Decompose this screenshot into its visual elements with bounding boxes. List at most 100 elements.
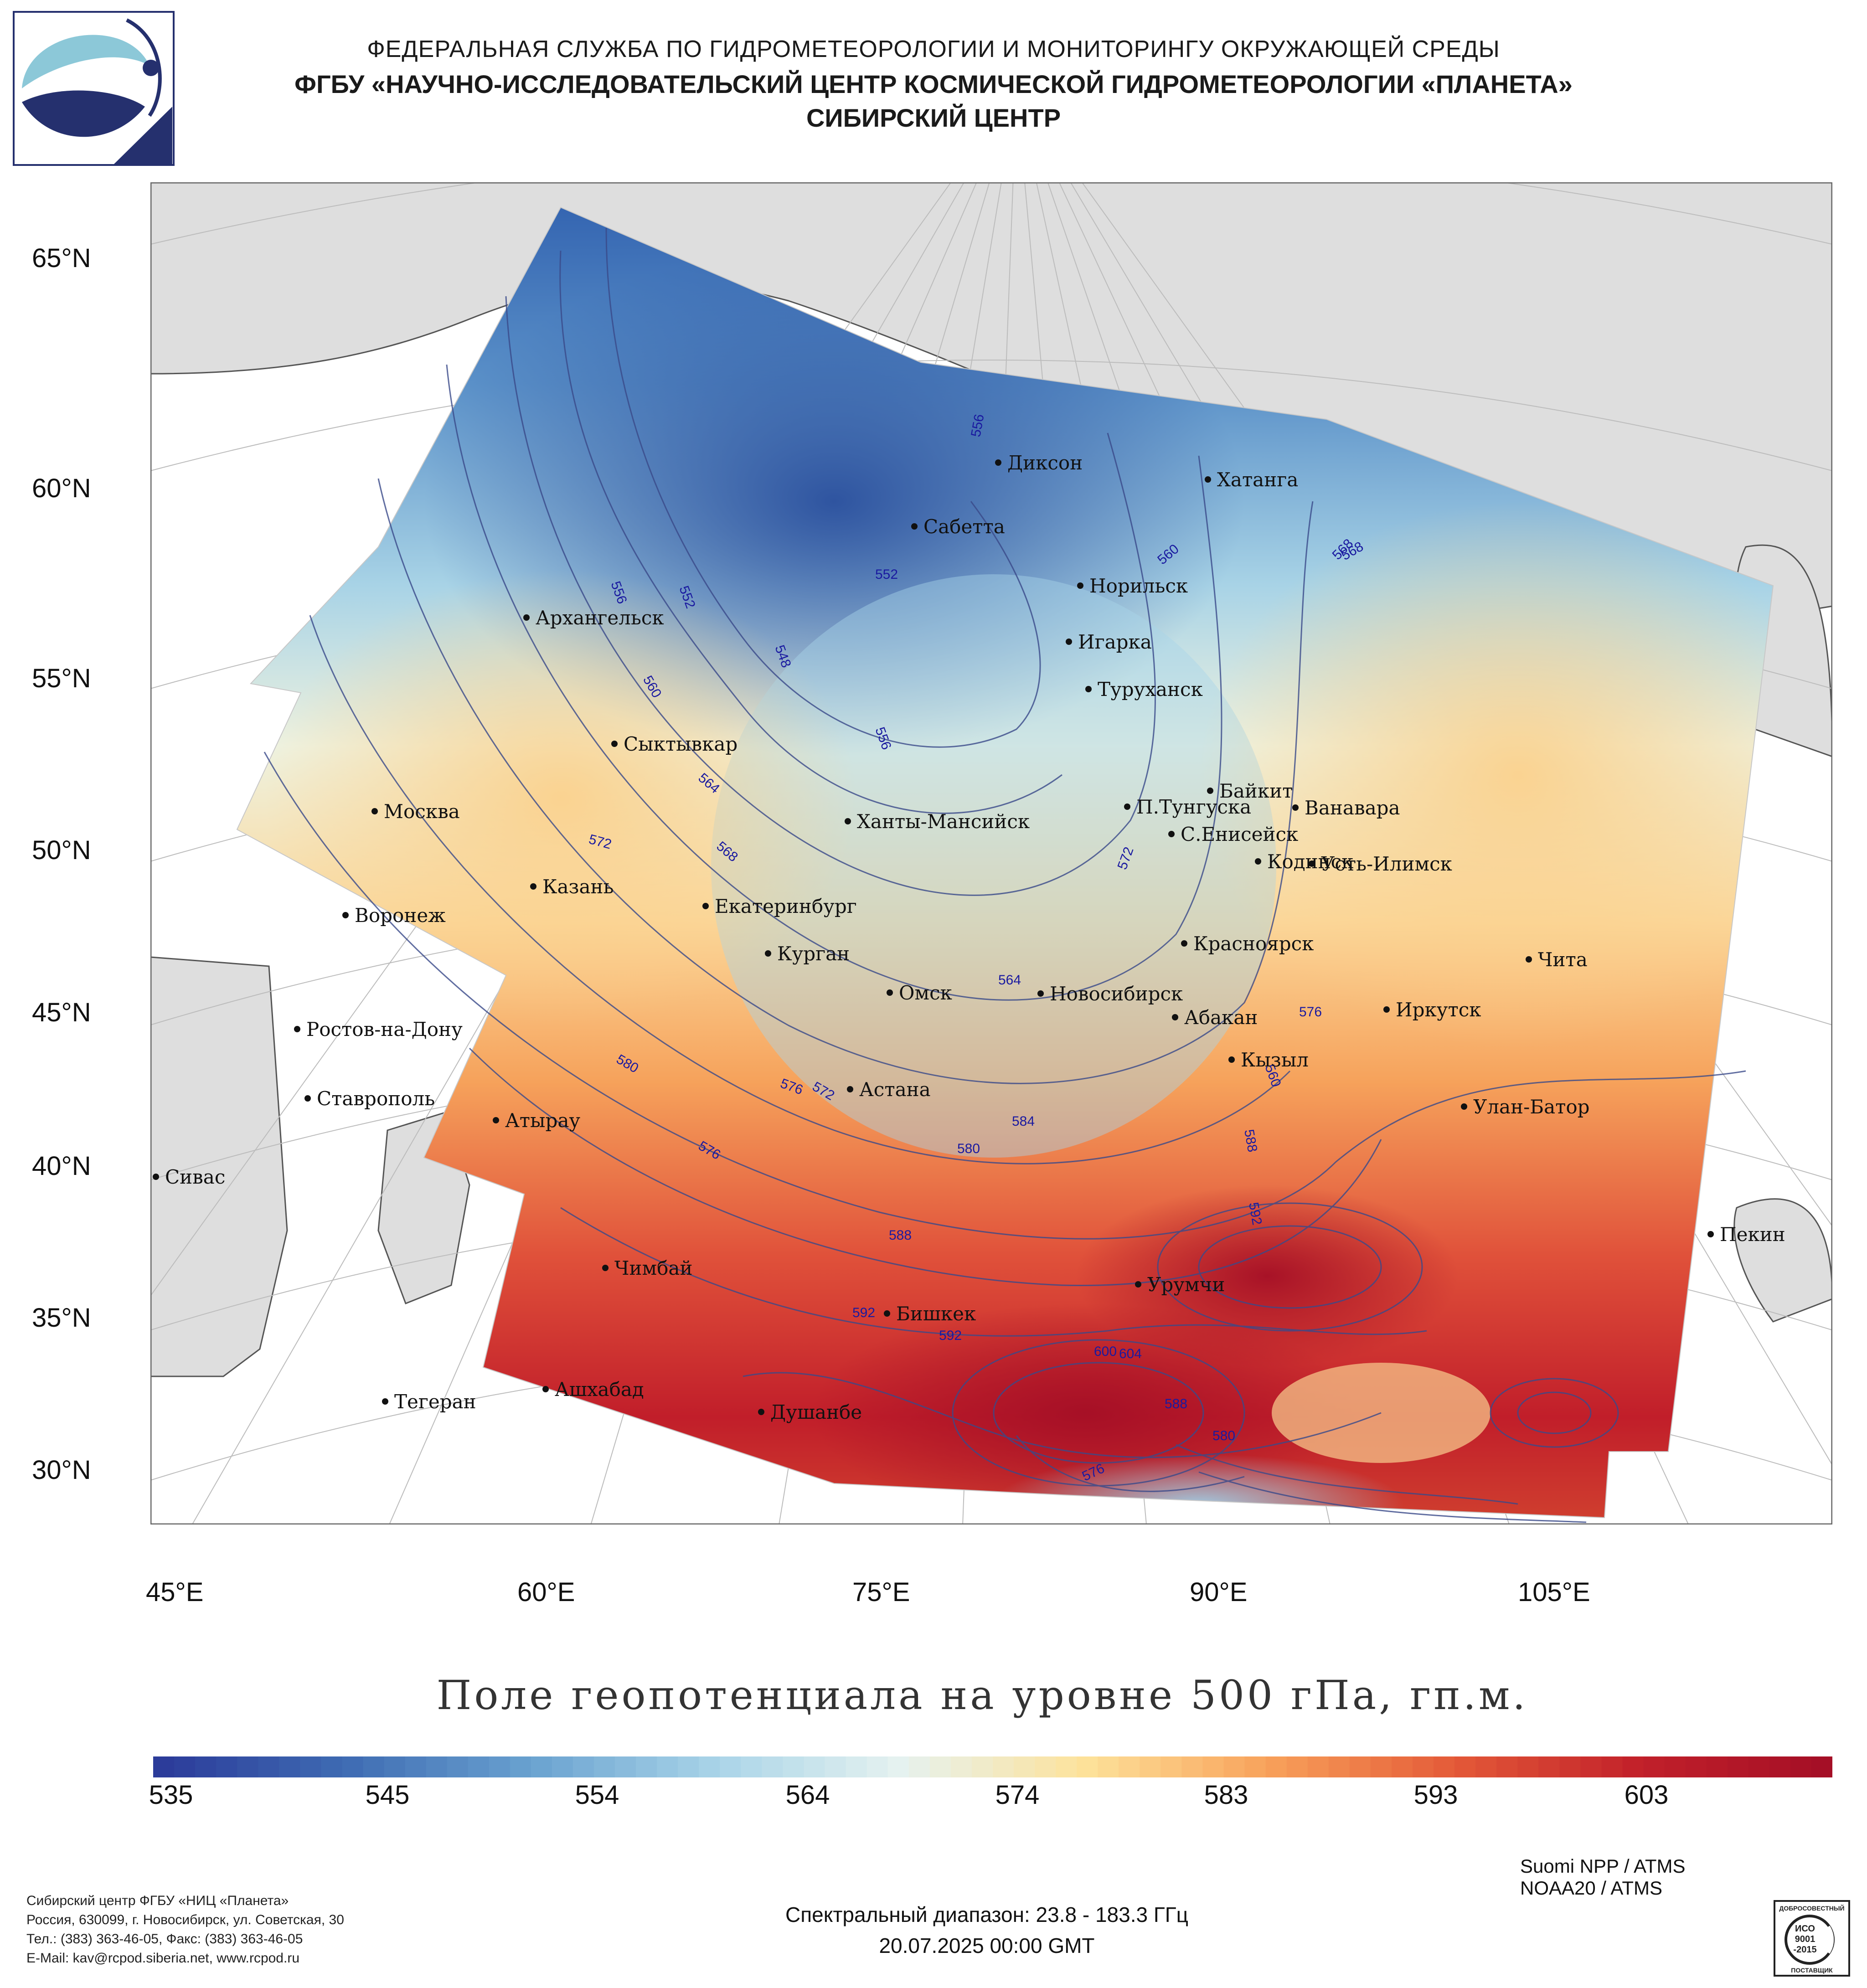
colorbar-segment bbox=[237, 1756, 258, 1777]
colorbar-segment bbox=[1265, 1756, 1287, 1777]
colorbar-segment bbox=[636, 1756, 657, 1777]
lat-label-40: 40°N bbox=[32, 1151, 91, 1181]
city-label: Атырау bbox=[505, 1109, 580, 1132]
city-label: Игарка bbox=[1078, 631, 1152, 653]
city-igarka: Игарка bbox=[1066, 631, 1152, 653]
city-label: Тегеран bbox=[394, 1391, 476, 1413]
contour-label: 588 bbox=[1165, 1396, 1187, 1411]
city-label: Пекин bbox=[1720, 1223, 1785, 1246]
contour-label: 588 bbox=[889, 1228, 912, 1243]
city-irkutsk: Иркутск bbox=[1383, 999, 1481, 1021]
agency-name: ФЕДЕРАЛЬНАЯ СЛУЖБА ПО ГИДРОМЕТЕОРОЛОГИИ … bbox=[367, 36, 1500, 62]
colorbar-segment bbox=[1727, 1756, 1749, 1777]
city-dikson: Диксон bbox=[995, 452, 1083, 474]
city-kazan: Казань bbox=[530, 876, 614, 898]
colorbar-segment bbox=[1748, 1756, 1770, 1777]
colorbar-segment bbox=[950, 1756, 972, 1777]
city-label: Усть-Илимск bbox=[1321, 853, 1452, 875]
colorbar-segment bbox=[1077, 1756, 1098, 1777]
colorbar-segment bbox=[1244, 1756, 1266, 1777]
city-arkhangelsk: Архангельск bbox=[523, 607, 664, 629]
city-astana: Астана bbox=[847, 1078, 931, 1101]
colorbar-segment bbox=[1098, 1756, 1119, 1777]
city-kodinsk: Кодинск bbox=[1255, 850, 1353, 873]
colorbar-segment bbox=[846, 1756, 867, 1777]
city-kurgan: Курган bbox=[765, 942, 850, 965]
colorbar-segment bbox=[678, 1756, 699, 1777]
colorbar-segment bbox=[783, 1756, 805, 1777]
colorbar-segment bbox=[1035, 1756, 1056, 1777]
city-label: Сабетта bbox=[923, 515, 1005, 538]
city-khanty-mansiysk: Ханты-Мансийск bbox=[845, 810, 1030, 833]
colorbar-segment bbox=[405, 1756, 427, 1777]
org-line: Тел.: (383) 363-46-05, Факс: (383) 363-4… bbox=[26, 1931, 303, 1947]
city-chimbay: Чимбай bbox=[602, 1257, 692, 1279]
colorbar-segment bbox=[1349, 1756, 1371, 1777]
city-kyzyl: Кызыл bbox=[1228, 1049, 1309, 1071]
city-krasnoyarsk: Красноярск bbox=[1181, 932, 1314, 955]
city-label: Ванавара bbox=[1305, 797, 1400, 819]
colorbar-segment bbox=[1391, 1756, 1413, 1777]
colorbar-segment bbox=[1769, 1756, 1791, 1777]
city-label: Урумчи bbox=[1147, 1273, 1225, 1296]
city-sabetta: Сабетта bbox=[911, 515, 1005, 538]
city-label: Архангельск bbox=[536, 607, 664, 629]
colorbar-segment bbox=[1559, 1756, 1581, 1777]
city-khatanga: Хатанга bbox=[1205, 469, 1298, 491]
org-line: Сибирский центр ФГБУ «НИЦ «Планета» bbox=[26, 1893, 289, 1908]
contour-label: 564 bbox=[998, 973, 1021, 988]
colorbar-segment bbox=[363, 1756, 385, 1777]
colorbar-segment bbox=[573, 1756, 594, 1777]
city-label: Душанбе bbox=[770, 1401, 862, 1423]
colorbar-segment bbox=[929, 1756, 951, 1777]
city-tehran: Тегеран bbox=[382, 1391, 476, 1413]
colorbar-segment bbox=[1413, 1756, 1434, 1777]
city-label: Ашхабад bbox=[555, 1378, 644, 1401]
colorbar-segment bbox=[1643, 1756, 1665, 1777]
colorbar-segment bbox=[1014, 1756, 1035, 1777]
colorbar-tick: 574 bbox=[995, 1780, 1040, 1810]
colorbar-segment bbox=[1202, 1756, 1224, 1777]
city-label: Чимбай bbox=[614, 1257, 692, 1279]
colorbar-segment bbox=[1580, 1756, 1602, 1777]
colorbar-tick: 545 bbox=[365, 1780, 410, 1810]
lat-label-65: 65°N bbox=[32, 243, 91, 273]
city-label: Москва bbox=[384, 800, 460, 823]
org-contacts: Сибирский центр ФГБУ «НИЦ «Планета» Росс… bbox=[26, 1891, 344, 1968]
city-yekaterinburg: Екатеринбург bbox=[702, 895, 857, 917]
colorbar-segment bbox=[1685, 1756, 1707, 1777]
city-label: С.Енисейск bbox=[1181, 823, 1298, 845]
city-baikit: Байкит bbox=[1207, 780, 1293, 802]
city-norilsk: Норильск bbox=[1077, 575, 1188, 597]
colorbar-segment bbox=[426, 1756, 448, 1777]
map-title: Поле геопотенциала на уровне 500 гПа, гп… bbox=[436, 1672, 1528, 1719]
planeta-logo bbox=[13, 11, 175, 166]
colorbar-segment bbox=[1601, 1756, 1623, 1777]
city-label: Екатеринбург bbox=[715, 895, 857, 917]
colorbar-segment bbox=[594, 1756, 615, 1777]
city-dushanbe: Душанбе bbox=[758, 1401, 862, 1423]
city-label: Красноярск bbox=[1193, 932, 1314, 955]
geopotential-map: 556 552 548 556 560 564 568 572 568 560 … bbox=[150, 182, 1832, 1524]
city-label: Хатанга bbox=[1217, 469, 1298, 491]
contour-label: 604 bbox=[1119, 1346, 1142, 1361]
datetime: 20.07.2025 00:00 GMT bbox=[879, 1934, 1095, 1957]
city-label: Сивас bbox=[165, 1166, 225, 1188]
contour-label: 580 bbox=[957, 1141, 980, 1156]
colorbar-segment bbox=[971, 1756, 993, 1777]
colorbar-tick: 593 bbox=[1413, 1780, 1458, 1810]
colorbar-segment bbox=[1056, 1756, 1077, 1777]
city-label: Сыктывкар bbox=[624, 733, 738, 755]
colorbar-segment bbox=[699, 1756, 720, 1777]
colorbar-segment bbox=[1140, 1756, 1161, 1777]
colorbar-segment bbox=[615, 1756, 636, 1777]
city-label: Воронеж bbox=[355, 904, 446, 927]
colorbar-segment bbox=[1622, 1756, 1644, 1777]
colorbar-segment bbox=[300, 1756, 321, 1777]
colorbar-segment bbox=[447, 1756, 469, 1777]
lat-label-55: 55°N bbox=[32, 664, 91, 693]
colorbar-segment bbox=[216, 1756, 237, 1777]
city-sivas: Сивас bbox=[153, 1166, 225, 1188]
colorbar-segment bbox=[321, 1756, 343, 1777]
